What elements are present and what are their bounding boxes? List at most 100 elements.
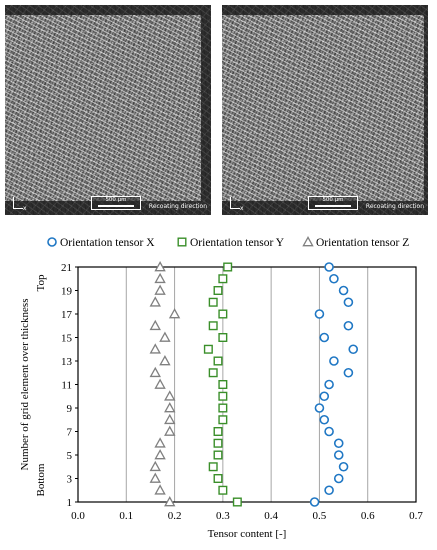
data-point-triangle	[149, 472, 161, 483]
data-point-square	[213, 438, 223, 448]
data-point-circle	[329, 273, 339, 284]
data-point-square	[223, 262, 233, 272]
legend-label: Orientation tensor Y	[190, 237, 285, 249]
series-circle	[309, 262, 359, 507]
y-tick-label: 5	[67, 450, 73, 462]
x-tick-label: 0.3	[216, 510, 230, 522]
data-point-circle	[314, 403, 325, 413]
x-tick-label: 0.2	[168, 510, 182, 522]
data-point-square	[208, 297, 218, 307]
scale-bar-label: 500 µm	[105, 197, 127, 203]
data-point-square	[218, 332, 228, 342]
data-point-triangle	[164, 496, 176, 507]
legend-item: Orientation tensor Z	[302, 236, 409, 249]
data-point-square	[213, 473, 223, 483]
data-point-circle	[343, 297, 354, 308]
data-point-square	[218, 379, 228, 389]
data-point-square	[203, 344, 213, 354]
data-point-circle	[343, 367, 354, 378]
data-point-triangle	[149, 296, 161, 307]
scale-bar: 500 µm	[308, 196, 358, 210]
data-point-circle	[343, 320, 354, 331]
data-point-square	[213, 450, 223, 460]
data-point-circle	[333, 438, 344, 449]
legend-item: Orientation tensor Y	[177, 237, 285, 249]
specimen-cross-section	[5, 15, 201, 201]
data-point-triangle	[154, 272, 166, 284]
recoating-direction-label: Recoating direction	[148, 203, 207, 210]
y-tick-label: 11	[61, 380, 72, 392]
y-tick-label: 1	[67, 497, 73, 509]
data-point-circle	[348, 344, 359, 355]
data-point-triangle	[149, 460, 161, 472]
y-tick-label: 17	[61, 309, 73, 321]
data-point-circle	[333, 473, 344, 484]
y-tick-label: 21	[61, 262, 72, 274]
data-point-square	[213, 286, 223, 296]
data-point-triangle	[149, 319, 161, 331]
data-point-square	[208, 462, 218, 472]
data-point-triangle	[154, 261, 166, 272]
legend-marker-square	[177, 237, 187, 247]
y-tick-label: 7	[67, 427, 73, 439]
data-point-circle	[319, 332, 330, 343]
specimen-cross-section	[222, 15, 424, 201]
data-point-circle	[319, 391, 330, 402]
series-square	[203, 262, 242, 507]
data-point-triangle	[154, 484, 166, 495]
y-tick-label: 9	[67, 403, 73, 415]
data-points	[149, 261, 359, 507]
data-point-square	[213, 356, 223, 366]
data-point-circle	[314, 309, 325, 319]
plot-frame	[77, 266, 417, 503]
data-point-square	[218, 391, 228, 401]
data-point-square	[208, 321, 218, 331]
y-axis-title: Number of grid element over thickness	[19, 299, 31, 471]
tensor-content-chart: Orientation tensor X Orientation tensor Y…	[19, 236, 423, 540]
series-triangle	[149, 261, 181, 507]
data-point-square	[218, 415, 228, 425]
y-tick-label: 3	[67, 474, 73, 486]
data-point-circle	[309, 497, 320, 507]
axis-x-letter: x	[23, 205, 27, 212]
x-axis-ticks: 0.0 0.1 0.2 0.3 0.4 0.5 0.6 0.7	[71, 510, 423, 522]
data-point-square	[232, 497, 242, 507]
data-point-triangle	[164, 390, 176, 401]
y-tick-label: 19	[61, 286, 73, 298]
y-axis-top-label: Top	[35, 274, 47, 291]
y-axis-bottom-label: Bottom	[35, 463, 47, 496]
data-point-circle	[324, 379, 334, 390]
data-point-square	[218, 485, 228, 495]
legend-label: Orientation tensor X	[60, 237, 155, 249]
x-tick-label: 0.7	[409, 510, 423, 522]
data-point-circle	[324, 485, 334, 496]
data-point-triangle	[154, 378, 166, 389]
x-tick-label: 0.1	[119, 510, 133, 522]
data-point-square	[218, 403, 228, 413]
x-tick-label: 0.5	[313, 510, 327, 522]
x-tick-label: 0.0	[71, 510, 85, 522]
data-point-triangle	[164, 425, 176, 436]
data-point-triangle	[164, 413, 176, 425]
data-point-square	[218, 274, 228, 284]
data-point-triangle	[154, 284, 166, 295]
data-point-circle	[324, 262, 334, 272]
data-point-triangle	[159, 355, 171, 366]
scale-bar-label: 500 µm	[322, 197, 344, 203]
legend-marker-triangle	[302, 236, 314, 247]
legend: Orientation tensor X Orientation tensor Y…	[47, 236, 409, 249]
recoating-direction-label: Recoating direction	[365, 203, 424, 210]
data-point-triangle	[168, 308, 181, 319]
data-point-circle	[319, 414, 330, 425]
axis-x-letter: x	[240, 205, 244, 212]
data-point-circle	[338, 461, 349, 472]
y-tick-label: 15	[61, 333, 73, 345]
data-point-triangle	[164, 402, 176, 413]
data-point-square	[213, 426, 223, 436]
legend-item: Orientation tensor X	[47, 237, 155, 249]
x-tick-label: 0.6	[361, 510, 375, 522]
coordinate-axes-icon	[227, 197, 241, 211]
data-point-triangle	[154, 449, 166, 460]
data-point-triangle	[154, 437, 166, 448]
